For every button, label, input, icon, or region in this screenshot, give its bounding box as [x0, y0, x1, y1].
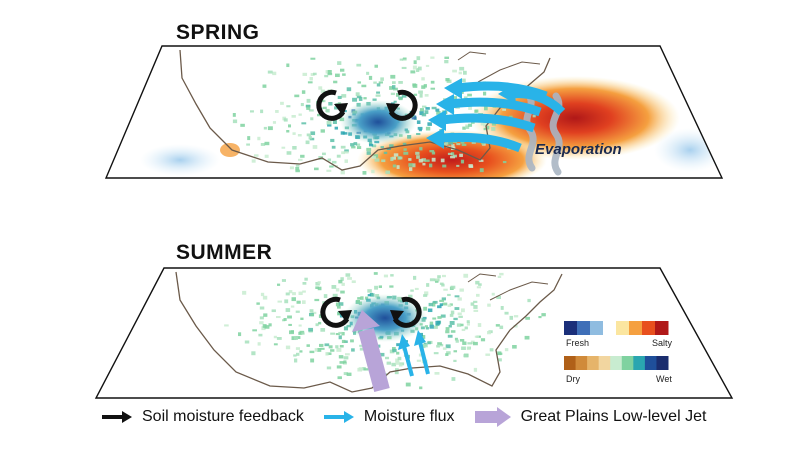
wet-core [340, 100, 416, 144]
legend-label: Moisture flux [363, 408, 455, 425]
colorbar-high-label: Salty [652, 338, 673, 348]
salinity-colorbar: Fresh Salty [564, 321, 673, 348]
spring-title: SPRING [176, 21, 260, 44]
legend-label: Great Plains Low-level Jet [520, 408, 707, 425]
coastline [175, 271, 563, 393]
black-arrow-icon [102, 411, 132, 423]
feedback-loop-icon [316, 89, 348, 121]
summer-panel: Fresh Salty Dry Wet [94, 267, 734, 399]
feedback-loop-icon [386, 89, 418, 121]
colorbar-low-label: Dry [566, 374, 580, 384]
wet-core [343, 294, 427, 342]
summer-panel-frame [94, 267, 734, 399]
colorbar-high-label: Wet [656, 374, 672, 384]
legend-item-moisture-flux: Moisture flux [322, 408, 455, 426]
summer-title: SUMMER [176, 241, 273, 264]
summer-moisture-flux [398, 330, 430, 377]
legend-label: Soil moisture feedback [142, 408, 304, 425]
blue-arrow-icon [323, 411, 354, 423]
map-figure: Evaporation [94, 45, 734, 399]
low-level-jet-arrow [352, 310, 390, 393]
evaporation-label: Evaporation [535, 141, 622, 158]
legend-item-low-level-jet: Great Plains Low-level Jet [473, 406, 707, 428]
spring-feedback-loops [316, 89, 418, 121]
legend-item-feedback: Soil moisture feedback [100, 408, 304, 426]
feedback-loop-icon [320, 296, 352, 328]
summer-feedback-loops [320, 296, 422, 328]
fresh-region [140, 144, 220, 176]
legend: Soil moisture feedback Moisture flux Gre… [100, 404, 760, 430]
spring-panel: Evaporation [104, 45, 724, 179]
feedback-loop-icon [390, 296, 422, 328]
soil-colorbar: Dry Wet [564, 356, 672, 384]
colorbar-low-label: Fresh [566, 338, 589, 348]
purple-arrow-icon [474, 407, 511, 427]
spring-panel-frame [104, 45, 724, 179]
spring-moisture-flux [426, 78, 566, 153]
